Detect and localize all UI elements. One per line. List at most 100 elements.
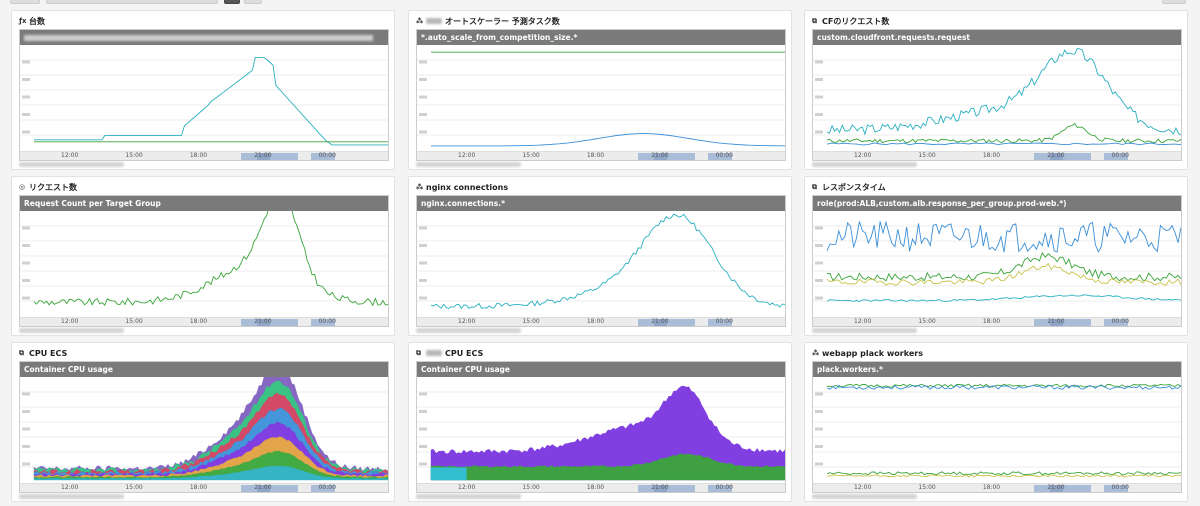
panel-title[interactable]: ⁂ オートスケーラー 予測タスク数 — [416, 15, 560, 27]
toolbar-button-right[interactable] — [1162, 0, 1186, 4]
graph-svg — [813, 47, 1181, 146]
graph-plot[interactable]: 12:00 15:00 18:00 21:00 00:00 — [20, 377, 388, 492]
panel-title[interactable]: ⧉ レスポンスタイム — [812, 181, 886, 193]
x-tick-label: 00:00 — [715, 152, 733, 159]
y-tick-label — [22, 78, 30, 81]
redacted-time-range — [416, 494, 521, 499]
y-tick-label — [22, 392, 30, 396]
dashboard-panel: ƒx 台数 12:00 15:00 18:00 21:00 00:00 — [11, 10, 395, 170]
series-line — [826, 252, 1181, 282]
graph-header: *.auto_scale_from_competition_size.* — [417, 30, 785, 45]
panel-title[interactable]: ⁂ nginx connections — [416, 181, 508, 193]
x-tick-label: 15:00 — [125, 484, 143, 491]
y-tick-label — [419, 261, 427, 265]
x-tick-label: 21:00 — [254, 484, 272, 491]
y-tick-label — [22, 410, 30, 413]
y-tick-label — [22, 445, 30, 448]
redacted-time-range — [19, 162, 124, 167]
panel-title[interactable]: ⁂ webapp plack workers — [812, 347, 923, 359]
toolbar-button[interactable] — [10, 0, 40, 4]
toolbar-search-input[interactable] — [46, 0, 218, 4]
graph-plot[interactable]: 12:00 15:00 18:00 21:00 00:00 — [813, 377, 1181, 492]
panel-title[interactable]: ◎ リクエスト数 — [19, 181, 77, 193]
time-axis: 12:00 15:00 18:00 21:00 00:00 — [417, 317, 785, 326]
graph-box[interactable]: Request Count per Target Group 12:00 15:00… — [19, 195, 389, 327]
x-tick-label: 18:00 — [189, 318, 208, 325]
graph-plot[interactable]: 12:00 15:00 18:00 21:00 00:00 — [20, 45, 388, 160]
time-range-highlight — [654, 485, 668, 492]
graph-header: Request Count per Target Group — [20, 196, 388, 211]
graph-plot[interactable]: 12:00 15:00 18:00 21:00 00:00 — [417, 211, 785, 326]
graph-box[interactable]: 12:00 15:00 18:00 21:00 00:00 — [19, 29, 389, 161]
x-tick-label: 12:00 — [854, 484, 872, 491]
series-line — [826, 122, 1181, 144]
users-icon: ⁂ — [416, 182, 424, 191]
x-tick-label: 00:00 — [1111, 152, 1129, 159]
graph-plot[interactable]: 12:00 15:00 18:00 21:00 00:00 — [813, 45, 1181, 160]
users-icon: ⁂ — [416, 16, 424, 25]
redacted-time-range — [19, 494, 124, 499]
dashboard-panel: ⧉ レスポンスタイム role(prod:ALB,custom.alb.respon… — [804, 176, 1188, 336]
y-tick-label — [815, 410, 823, 413]
graph-box[interactable]: *.auto_scale_from_competition_size.* 12:0… — [416, 29, 786, 161]
x-tick-label: 18:00 — [586, 484, 605, 491]
y-tick-label — [419, 392, 427, 396]
y-tick-label — [419, 130, 427, 134]
time-range-highlight — [310, 485, 335, 492]
x-tick-label: 00:00 — [715, 318, 733, 325]
x-tick-label: 12:00 — [458, 152, 476, 159]
panel-title-text: CPU ECS — [29, 348, 68, 358]
graph-plot[interactable]: 12:00 15:00 18:00 21:00 00:00 — [813, 211, 1181, 326]
panel-title-text: レスポンスタイム — [822, 182, 886, 192]
copy-icon: ⧉ — [812, 16, 817, 25]
series-line — [826, 383, 1181, 388]
graph-box[interactable]: plack.workers.* 12:00 15:00 18:00 21:00 00:00 — [812, 361, 1182, 493]
panel-title[interactable]: ⧉ CPU ECS — [416, 347, 483, 359]
series-group — [430, 213, 785, 310]
x-tick-label: 21:00 — [254, 152, 272, 159]
x-tick-label: 18:00 — [586, 152, 605, 159]
time-range-highlight — [1103, 153, 1128, 160]
time-range-highlight — [257, 485, 271, 492]
series-line — [826, 471, 1181, 476]
y-tick-label — [815, 279, 823, 282]
y-tick-label — [815, 392, 823, 396]
panel-title[interactable]: ƒx 台数 — [19, 15, 45, 27]
x-tick-label: 21:00 — [651, 152, 669, 159]
y-tick-label — [419, 427, 427, 431]
graph-plot[interactable]: 12:00 15:00 18:00 21:00 00:00 — [417, 377, 785, 492]
x-tick-label: 00:00 — [318, 484, 336, 491]
x-tick-label: 15:00 — [522, 484, 540, 491]
graph-box[interactable]: role(prod:ALB,custom.alb.response_per_gr… — [812, 195, 1182, 327]
x-tick-label: 18:00 — [189, 152, 208, 159]
graph-plot[interactable]: 12:00 15:00 18:00 21:00 00:00 — [20, 211, 388, 326]
toolbar-button-dark[interactable] — [224, 0, 240, 4]
y-tick-label — [815, 296, 823, 300]
x-tick-label: 12:00 — [61, 152, 79, 159]
graph-plot[interactable]: 12:00 15:00 18:00 21:00 00:00 — [417, 45, 785, 160]
y-tick-label — [419, 78, 427, 81]
x-tick-label: 15:00 — [522, 152, 540, 159]
y-tick-label — [419, 244, 427, 247]
graph-box[interactable]: nginx.connections.* 12:00 15:00 18:00 21:00 0… — [416, 195, 786, 327]
time-axis: 12:00 15:00 18:00 21:00 00:00 — [813, 483, 1181, 492]
y-tick-label — [815, 130, 823, 134]
y-tick-label — [419, 279, 427, 282]
graph-header: role(prod:ALB,custom.alb.response_per_gr… — [813, 196, 1181, 211]
graph-box[interactable]: custom.cloudfront.requests.request 12:00 1… — [812, 29, 1182, 161]
time-axis: 12:00 15:00 18:00 21:00 00:00 — [813, 317, 1181, 326]
x-tick-label: 21:00 — [651, 318, 669, 325]
time-range-highlight — [654, 153, 668, 160]
series-group — [33, 377, 388, 481]
x-tick-label: 12:00 — [854, 152, 872, 159]
graph-box[interactable]: Container CPU usage 12:00 15:00 18:00 21:00 0… — [416, 361, 786, 493]
graph-header: Container CPU usage — [20, 362, 388, 377]
time-range-highlight — [257, 153, 271, 160]
y-tick-label — [22, 427, 30, 431]
function-icon: ƒx — [19, 16, 27, 25]
toolbar-button[interactable] — [244, 0, 262, 4]
panel-title[interactable]: ⧉ CFのリクエスト数 — [812, 15, 889, 27]
time-axis: 12:00 15:00 18:00 21:00 00:00 — [20, 151, 388, 160]
panel-title[interactable]: ⧉ CPU ECS — [19, 347, 67, 359]
graph-box[interactable]: Container CPU usage 12:00 15:00 18:00 21:00 0… — [19, 361, 389, 493]
